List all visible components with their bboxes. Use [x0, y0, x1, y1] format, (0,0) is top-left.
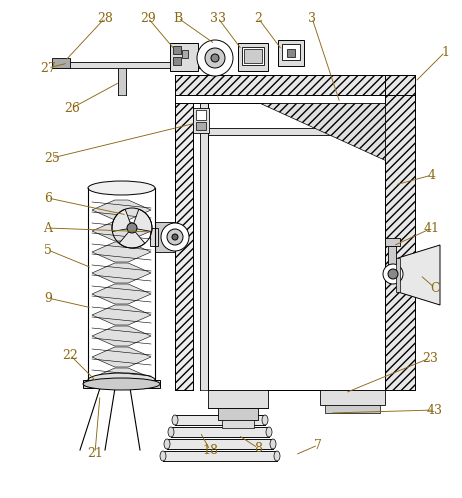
Polygon shape	[92, 326, 151, 346]
Circle shape	[205, 48, 225, 68]
Text: 29: 29	[140, 11, 156, 24]
Bar	[175, 95, 385, 103]
Bar	[218, 408, 258, 420]
Polygon shape	[132, 209, 152, 232]
Bar	[242, 47, 264, 65]
Text: 3: 3	[308, 11, 316, 24]
Text: 28: 28	[97, 11, 113, 24]
Text: 2: 2	[254, 11, 262, 24]
Bar	[196, 122, 206, 130]
Polygon shape	[119, 228, 145, 248]
Text: 5: 5	[44, 244, 52, 256]
Circle shape	[161, 223, 189, 251]
Bar	[175, 75, 385, 95]
Ellipse shape	[262, 415, 268, 425]
Bar	[388, 246, 396, 274]
Ellipse shape	[168, 427, 174, 437]
Polygon shape	[92, 221, 151, 241]
Bar	[208, 390, 268, 408]
Polygon shape	[92, 284, 151, 304]
Bar	[196, 53, 215, 63]
Polygon shape	[260, 103, 385, 160]
Ellipse shape	[274, 451, 280, 461]
Text: 33: 33	[210, 11, 226, 24]
Bar	[118, 68, 126, 95]
Polygon shape	[92, 200, 151, 220]
Bar	[278, 40, 304, 66]
Bar	[155, 222, 175, 252]
Circle shape	[388, 269, 398, 279]
Polygon shape	[112, 209, 132, 232]
Circle shape	[383, 264, 403, 284]
Bar	[171, 427, 269, 437]
Text: B: B	[173, 11, 182, 24]
Ellipse shape	[164, 439, 170, 449]
Bar	[196, 110, 206, 120]
Text: 7: 7	[314, 439, 322, 452]
Text: 1: 1	[441, 45, 449, 58]
Text: 9: 9	[44, 291, 52, 304]
Text: 6: 6	[44, 192, 52, 205]
Bar	[385, 238, 400, 246]
Circle shape	[127, 223, 137, 233]
Ellipse shape	[266, 427, 272, 437]
Text: 41: 41	[424, 222, 440, 235]
Polygon shape	[92, 305, 151, 325]
Text: 21: 21	[87, 447, 103, 460]
Polygon shape	[398, 245, 440, 305]
Bar	[200, 103, 208, 390]
Bar	[167, 439, 273, 449]
Ellipse shape	[270, 439, 276, 449]
Bar	[173, 57, 181, 65]
Text: 27: 27	[40, 61, 56, 75]
Bar	[208, 128, 385, 135]
Bar	[175, 415, 265, 425]
Polygon shape	[92, 368, 151, 388]
Circle shape	[197, 40, 233, 76]
Bar	[396, 258, 400, 292]
Text: 22: 22	[62, 349, 78, 362]
Bar	[385, 75, 415, 390]
Bar	[52, 58, 70, 68]
Text: 43: 43	[427, 403, 443, 416]
Bar	[222, 420, 254, 428]
Text: A: A	[43, 222, 53, 235]
Bar	[163, 451, 277, 461]
Bar	[52, 62, 220, 68]
Ellipse shape	[172, 415, 178, 425]
Bar	[150, 228, 158, 246]
Text: 18: 18	[202, 444, 218, 457]
Bar	[170, 43, 198, 71]
Text: 8: 8	[254, 442, 262, 455]
Text: 4: 4	[428, 168, 436, 181]
Text: C: C	[430, 281, 440, 294]
Bar	[208, 103, 385, 390]
Circle shape	[172, 234, 178, 240]
Polygon shape	[92, 347, 151, 367]
Bar	[320, 390, 385, 405]
Text: 26: 26	[64, 102, 80, 115]
Text: 25: 25	[44, 151, 60, 164]
Bar	[244, 49, 262, 63]
Ellipse shape	[88, 373, 155, 387]
Bar	[193, 108, 209, 133]
Bar	[282, 44, 300, 60]
Bar	[182, 50, 188, 58]
Polygon shape	[92, 263, 151, 283]
Text: 23: 23	[422, 352, 438, 365]
Polygon shape	[92, 242, 151, 262]
Bar	[238, 43, 268, 71]
Circle shape	[167, 229, 183, 245]
Ellipse shape	[83, 378, 160, 390]
Bar	[325, 405, 380, 413]
Bar	[173, 46, 181, 54]
Ellipse shape	[88, 181, 155, 195]
Bar	[287, 49, 295, 57]
Ellipse shape	[160, 451, 166, 461]
Bar	[83, 380, 160, 388]
Bar	[88, 188, 155, 380]
Circle shape	[211, 54, 219, 62]
Bar	[175, 95, 193, 390]
